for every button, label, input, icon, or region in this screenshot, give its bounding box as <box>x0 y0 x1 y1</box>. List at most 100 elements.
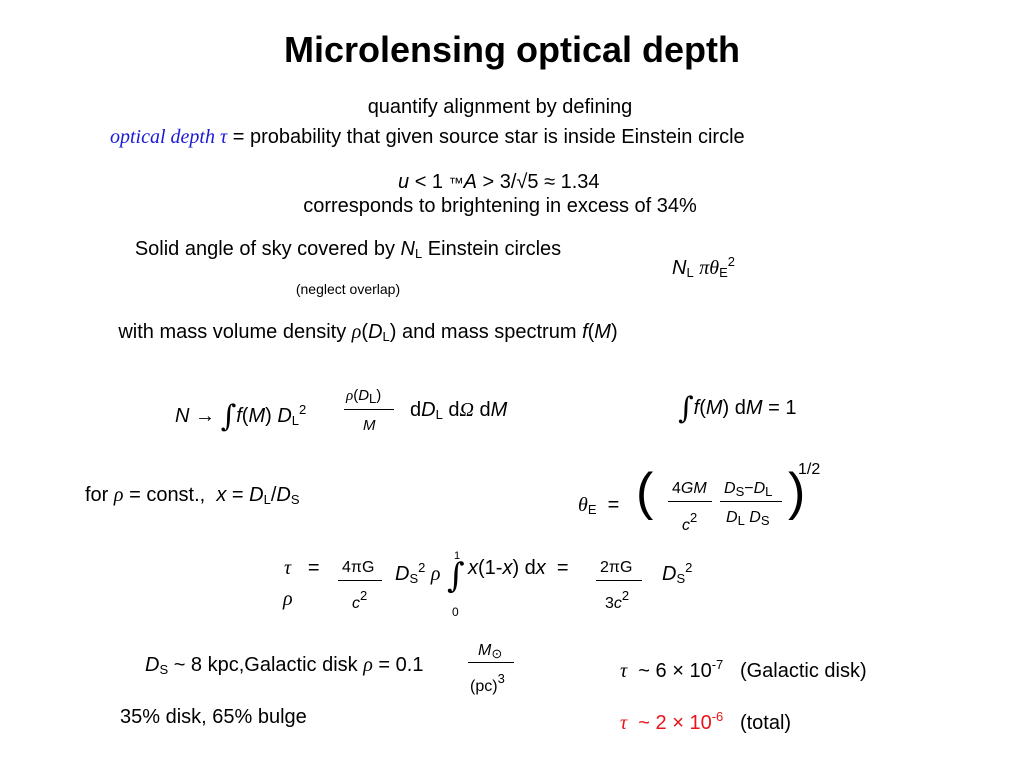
fraction-bar <box>668 501 712 502</box>
text-tau: ∫ <box>447 556 465 596</box>
text-solid-angle: L <box>414 246 423 261</box>
text-einstein-angle: S <box>735 484 745 499</box>
formula-line: x(1-x) dx = <box>468 556 569 580</box>
formula-line: N → ∫f(M) DL2 <box>175 398 306 433</box>
text-number: d <box>410 399 422 421</box>
text-density: and mass spectrum <box>401 321 577 343</box>
text-einstein-angle: L <box>765 484 773 499</box>
text-tau-total: (total) <box>739 712 792 734</box>
text-disk: S <box>159 662 169 677</box>
text-einstein-angle: D <box>749 509 761 526</box>
fraction-bar <box>338 580 382 581</box>
text-tau-total: τ <box>620 712 628 734</box>
text-normalization: M <box>705 397 723 419</box>
text-constant: D <box>276 484 291 506</box>
text-density: f <box>582 321 588 343</box>
text-number: L <box>369 391 377 406</box>
text-tau-total: ~ 2 × 10 <box>638 712 712 734</box>
formula-line: τ = <box>284 556 320 580</box>
text-number: ( <box>353 387 359 404</box>
text-number: M <box>363 417 376 434</box>
text-tau-disk: τ <box>620 660 628 682</box>
text-condition: u <box>398 171 410 193</box>
text-tau-disk: ~ 6 × 10 <box>638 660 712 682</box>
text-tau: (1- <box>478 557 503 579</box>
text-density: ρ <box>351 321 362 343</box>
text-number: ) <box>376 387 382 404</box>
text-constant: ρ <box>113 484 124 506</box>
fraction-bar <box>596 580 642 581</box>
text-tau-disk: (Galactic disk) <box>739 660 867 682</box>
text-normalization: f <box>693 397 700 419</box>
text-number: 2 <box>299 402 307 417</box>
text-tau: 2 <box>621 588 630 603</box>
text-einstein-angle: D <box>724 480 736 497</box>
text-tau: c <box>352 595 360 612</box>
text-constant: S <box>290 492 300 507</box>
text-condition: ™ <box>448 175 464 192</box>
text-density: ( <box>361 321 369 343</box>
text-einstein-angle: D <box>726 509 738 526</box>
text-number: D <box>277 405 292 427</box>
text-density: M <box>594 321 611 343</box>
text-tau: 1 <box>454 550 461 562</box>
text-einstein-angle: ) <box>788 463 806 521</box>
text-density: with mass volume density <box>118 321 347 343</box>
text-normalization: = 1 <box>768 397 797 419</box>
text-density: ) <box>389 321 397 343</box>
formula-line: ∫f(M) dM = 1 <box>678 394 797 424</box>
text-number: ( <box>241 405 249 427</box>
text-definition: = <box>232 126 245 148</box>
text-tau: 4πG <box>342 559 375 576</box>
text-disk: = 0.1 <box>378 654 424 676</box>
text-einstein-angle: ( <box>636 463 654 521</box>
text-condition: > 3/√5 ≈ 1.34 <box>482 171 600 193</box>
text-number: d <box>479 399 491 421</box>
formula-line: (pc)3 <box>470 667 505 699</box>
text-condition: < 1 <box>414 171 444 193</box>
text-definition: optical depth τ <box>110 126 228 148</box>
text-constant: / <box>270 484 277 506</box>
text-solid-angle: θ <box>709 257 720 279</box>
text-einstein-angle: GM <box>680 480 707 497</box>
text-tau: 0 <box>452 605 459 619</box>
text-number: f <box>236 405 242 427</box>
text-tau: ρ <box>430 563 441 585</box>
text-tau: S <box>676 571 686 586</box>
text-tau: D <box>395 563 410 585</box>
text-constant: L <box>263 492 271 507</box>
text-number: ) <box>265 405 272 427</box>
text-tau: 2 <box>360 588 368 603</box>
text-number: L <box>435 407 443 422</box>
text-solid-angle: π <box>699 257 710 279</box>
text-density: L <box>382 329 390 344</box>
text-einstein-angle: − <box>744 480 754 497</box>
text-normalization: M <box>745 397 763 419</box>
text-number: L <box>291 413 300 428</box>
formula-line: 3c2 <box>605 584 629 616</box>
formula-line: DL DS <box>726 506 769 533</box>
text-constant: x <box>216 484 227 506</box>
text-disk: M <box>478 642 492 659</box>
text-density: D <box>368 321 383 343</box>
text-einstein-angle: 2 <box>690 510 698 525</box>
formula-line: with mass volume density ρ(DL) and mass … <box>88 318 648 351</box>
text-solid-angle: Solid angle of sky covered by <box>134 238 395 260</box>
formula-line: DS2 ρ <box>395 556 441 591</box>
text-definition: probability that given source star is in… <box>249 126 745 148</box>
text-einstein-angle: c <box>682 517 690 534</box>
text-number: M <box>490 399 508 421</box>
formula-line: M⊙ <box>478 639 502 666</box>
formula-line: DS2 <box>662 556 692 591</box>
text-tau: 2 <box>685 560 693 575</box>
text-density: ( <box>587 321 595 343</box>
text-disk: D <box>145 654 160 676</box>
text-solid-angle: N <box>672 257 687 279</box>
formula-line: dDL dΩ dM <box>410 398 507 427</box>
text-solid-angle: 2 <box>727 254 736 269</box>
text-einstein-angle: S <box>760 513 770 528</box>
text-disk: Galactic disk <box>244 654 358 676</box>
text-number: ∫ <box>220 399 237 434</box>
text-einstein-angle: L <box>737 513 745 528</box>
